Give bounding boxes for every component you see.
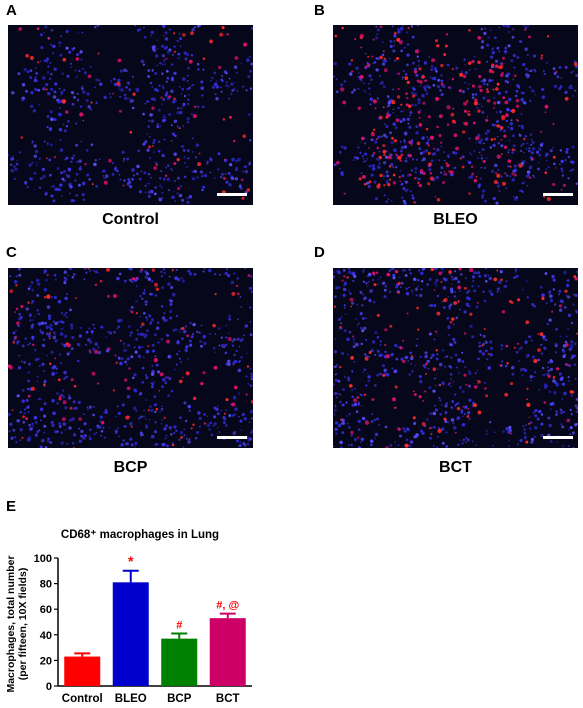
bar-bleo bbox=[112, 582, 149, 686]
significance-mark: #, @ bbox=[216, 600, 239, 612]
scale-bar bbox=[543, 436, 573, 439]
caption-bcp: BCP bbox=[113, 459, 148, 476]
y-tick-label: 0 bbox=[46, 681, 52, 693]
y-tick-label: 100 bbox=[34, 553, 52, 565]
panel-letter-b: B bbox=[314, 2, 325, 19]
y-axis-label-line1: Macrophages, total number bbox=[5, 555, 17, 692]
micrograph-bleo bbox=[333, 25, 578, 205]
bar-bct bbox=[209, 618, 246, 686]
significance-mark: # bbox=[176, 620, 182, 632]
y-tick-label: 60 bbox=[40, 604, 52, 616]
panel-letter-e: E bbox=[6, 498, 17, 515]
scale-bar bbox=[217, 436, 247, 439]
y-axis-label-line2: (per fifteen, 10X fields) bbox=[17, 568, 29, 681]
bar-control bbox=[64, 656, 101, 686]
scale-bar bbox=[217, 193, 247, 196]
micrograph-bct bbox=[333, 268, 578, 448]
plot-area: 0 20 40 60 80 100 Control * BLEO # BCP #, @ BCT bbox=[34, 553, 252, 705]
micrograph-bcp bbox=[8, 268, 253, 448]
micrograph-control bbox=[8, 25, 253, 205]
x-tick-label: BCP bbox=[167, 693, 192, 705]
panel-letter-a: A bbox=[6, 2, 17, 19]
x-tick-label: Control bbox=[62, 693, 103, 705]
x-tick-label: BLEO bbox=[115, 693, 147, 705]
bar-bcp bbox=[161, 638, 198, 686]
y-tick-label: 20 bbox=[40, 655, 52, 667]
caption-control: Control bbox=[102, 211, 159, 228]
significance-mark: * bbox=[128, 553, 134, 569]
x-tick-label: BCT bbox=[216, 693, 240, 705]
panel-letter-c: C bbox=[6, 244, 17, 261]
caption-bleo: BLEO bbox=[433, 211, 478, 228]
panel-letter-d: D bbox=[314, 244, 325, 261]
caption-bct: BCT bbox=[439, 459, 472, 476]
scale-bar bbox=[543, 193, 573, 196]
y-tick-label: 40 bbox=[40, 630, 52, 642]
chart-title: CD68⁺ macrophages in Lung bbox=[61, 529, 219, 541]
bar-chart: CD68⁺ macrophages in Lung Macrophages, t… bbox=[5, 529, 252, 705]
y-tick-label: 80 bbox=[40, 579, 52, 591]
